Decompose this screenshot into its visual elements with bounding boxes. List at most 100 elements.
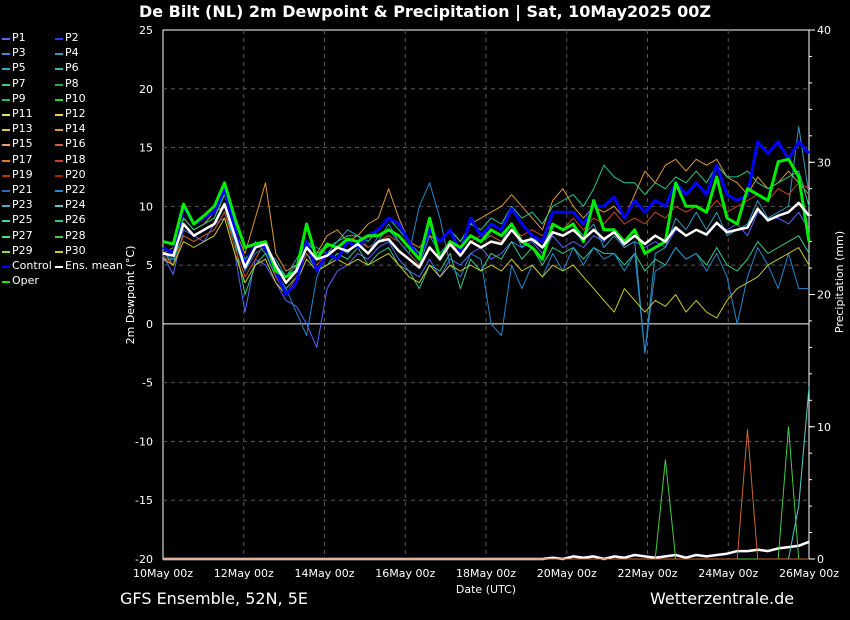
y-tick-label: 10 xyxy=(139,200,153,213)
legend-swatch xyxy=(55,250,63,253)
legend-label: P23 xyxy=(12,198,33,212)
chart-title: De Bilt (NL) 2m Dewpoint & Precipitation… xyxy=(138,2,712,21)
legend-label: P26 xyxy=(65,213,86,227)
legend-swatch xyxy=(2,220,10,223)
legend-swatch xyxy=(55,38,63,40)
legend-swatch xyxy=(55,235,63,238)
y-tick-label: 15 xyxy=(139,142,153,155)
legend-swatch xyxy=(2,83,10,86)
legend-label: P24 xyxy=(65,198,86,212)
legend-swatch xyxy=(2,174,10,177)
legend-swatch xyxy=(55,53,63,56)
legend-label: P9 xyxy=(12,91,26,105)
x-tick-label: 10May 00z xyxy=(133,567,193,580)
legend-label: P25 xyxy=(12,213,33,227)
legend-label: P17 xyxy=(12,152,33,166)
legend-swatch xyxy=(55,98,63,101)
y-tick-label: 5 xyxy=(146,259,153,272)
legend-label: Ens. mean xyxy=(65,259,123,272)
series-line-ens-mean xyxy=(162,201,810,284)
axes: 25 20 15 10 5 0 -5 -10 -15 -20 40 30 20 10 0 10May 00z 1… xyxy=(133,24,839,580)
y-tick-label-right: 30 xyxy=(817,156,831,169)
legend-label: P29 xyxy=(12,243,33,257)
y-tick-label: 0 xyxy=(146,318,153,331)
legend-label: P4 xyxy=(65,46,79,60)
legend-swatch xyxy=(55,159,63,162)
y-tick-label-right: 10 xyxy=(817,421,831,434)
legend-swatch xyxy=(55,174,63,177)
legend-swatch xyxy=(55,68,63,71)
x-tick-label: 20May 00z xyxy=(537,567,597,580)
legend-swatch xyxy=(55,129,63,132)
legend-label: P22 xyxy=(65,183,86,196)
legend-label: P30 xyxy=(65,243,86,257)
legend-label: P3 xyxy=(12,46,26,60)
legend-swatch xyxy=(2,68,10,71)
x-tick-label: 14May 00z xyxy=(294,567,354,580)
legend-swatch xyxy=(55,205,63,208)
legend-swatch xyxy=(2,114,10,116)
legend-label: P28 xyxy=(65,228,86,242)
site-label: Wetterzentrale.de xyxy=(650,589,795,608)
series-line-p7 xyxy=(163,211,810,295)
model-label: GFS Ensemble, 52N, 5E xyxy=(120,589,308,608)
x-axis-label: Date (UTC) xyxy=(456,583,516,596)
series-group xyxy=(162,125,811,561)
y-tick-label: -5 xyxy=(142,377,153,390)
legend-swatch xyxy=(55,144,63,147)
legend-label: Control xyxy=(12,259,52,272)
legend-label: P15 xyxy=(12,137,33,151)
legend-label: P8 xyxy=(65,76,79,90)
legend-swatch xyxy=(2,98,10,101)
legend-label: P16 xyxy=(65,137,86,151)
legend-label: P5 xyxy=(12,61,26,75)
x-tick-label: 18May 00z xyxy=(456,567,516,580)
legend-label: P20 xyxy=(65,167,86,181)
legend-label: P14 xyxy=(65,122,86,136)
legend-label: Oper xyxy=(12,274,39,288)
legend-swatch xyxy=(2,144,10,147)
x-tick-label: 24May 00z xyxy=(698,567,758,580)
legend-swatch xyxy=(2,205,10,208)
legend-label: P13 xyxy=(12,122,33,136)
y-tick-label: -15 xyxy=(135,494,153,507)
series-line-p30 xyxy=(162,217,810,319)
y-tick-label: -20 xyxy=(135,553,153,566)
legend-label: P1 xyxy=(12,31,26,44)
legend-swatch xyxy=(2,53,10,56)
legend-swatch xyxy=(55,220,63,223)
series-line-p14 xyxy=(162,158,810,272)
legend-label: P19 xyxy=(12,167,33,181)
legend-swatch xyxy=(2,129,10,132)
y-tick-label: 20 xyxy=(139,83,153,96)
y-axis-label: 2m Dewpoint (°C) xyxy=(124,246,137,345)
legend-swatch xyxy=(2,159,10,162)
y-tick-label-right: 40 xyxy=(817,24,831,37)
legend-swatch xyxy=(55,266,63,268)
legend-swatch xyxy=(2,281,10,284)
legend-label: P21 xyxy=(12,183,33,196)
legend-label: P7 xyxy=(12,76,26,90)
series-line-precip-p16 xyxy=(163,428,809,560)
legend-label: P6 xyxy=(65,61,79,75)
legend-swatch xyxy=(55,190,63,192)
legend-label: P18 xyxy=(65,152,86,166)
x-tick-label: 12May 00z xyxy=(214,567,274,580)
legend-swatch xyxy=(2,250,10,253)
x-tick-label: 26May 00z xyxy=(779,567,839,580)
x-tick-label: 22May 00z xyxy=(617,567,677,580)
legend-swatch xyxy=(2,266,10,268)
legend-swatch xyxy=(2,38,10,40)
legend-swatch xyxy=(55,114,63,116)
legend-label: P11 xyxy=(12,107,33,120)
y-tick-label-right: 0 xyxy=(817,553,824,566)
x-tick-label: 16May 00z xyxy=(375,567,435,580)
y-tick-label: -10 xyxy=(135,435,153,448)
legend-label: P12 xyxy=(65,107,86,120)
legend-label: P2 xyxy=(65,31,79,44)
legend-label: P10 xyxy=(65,91,86,105)
legend-swatch xyxy=(2,235,10,238)
legend-label: P27 xyxy=(12,228,33,242)
legend-swatch xyxy=(2,190,10,192)
